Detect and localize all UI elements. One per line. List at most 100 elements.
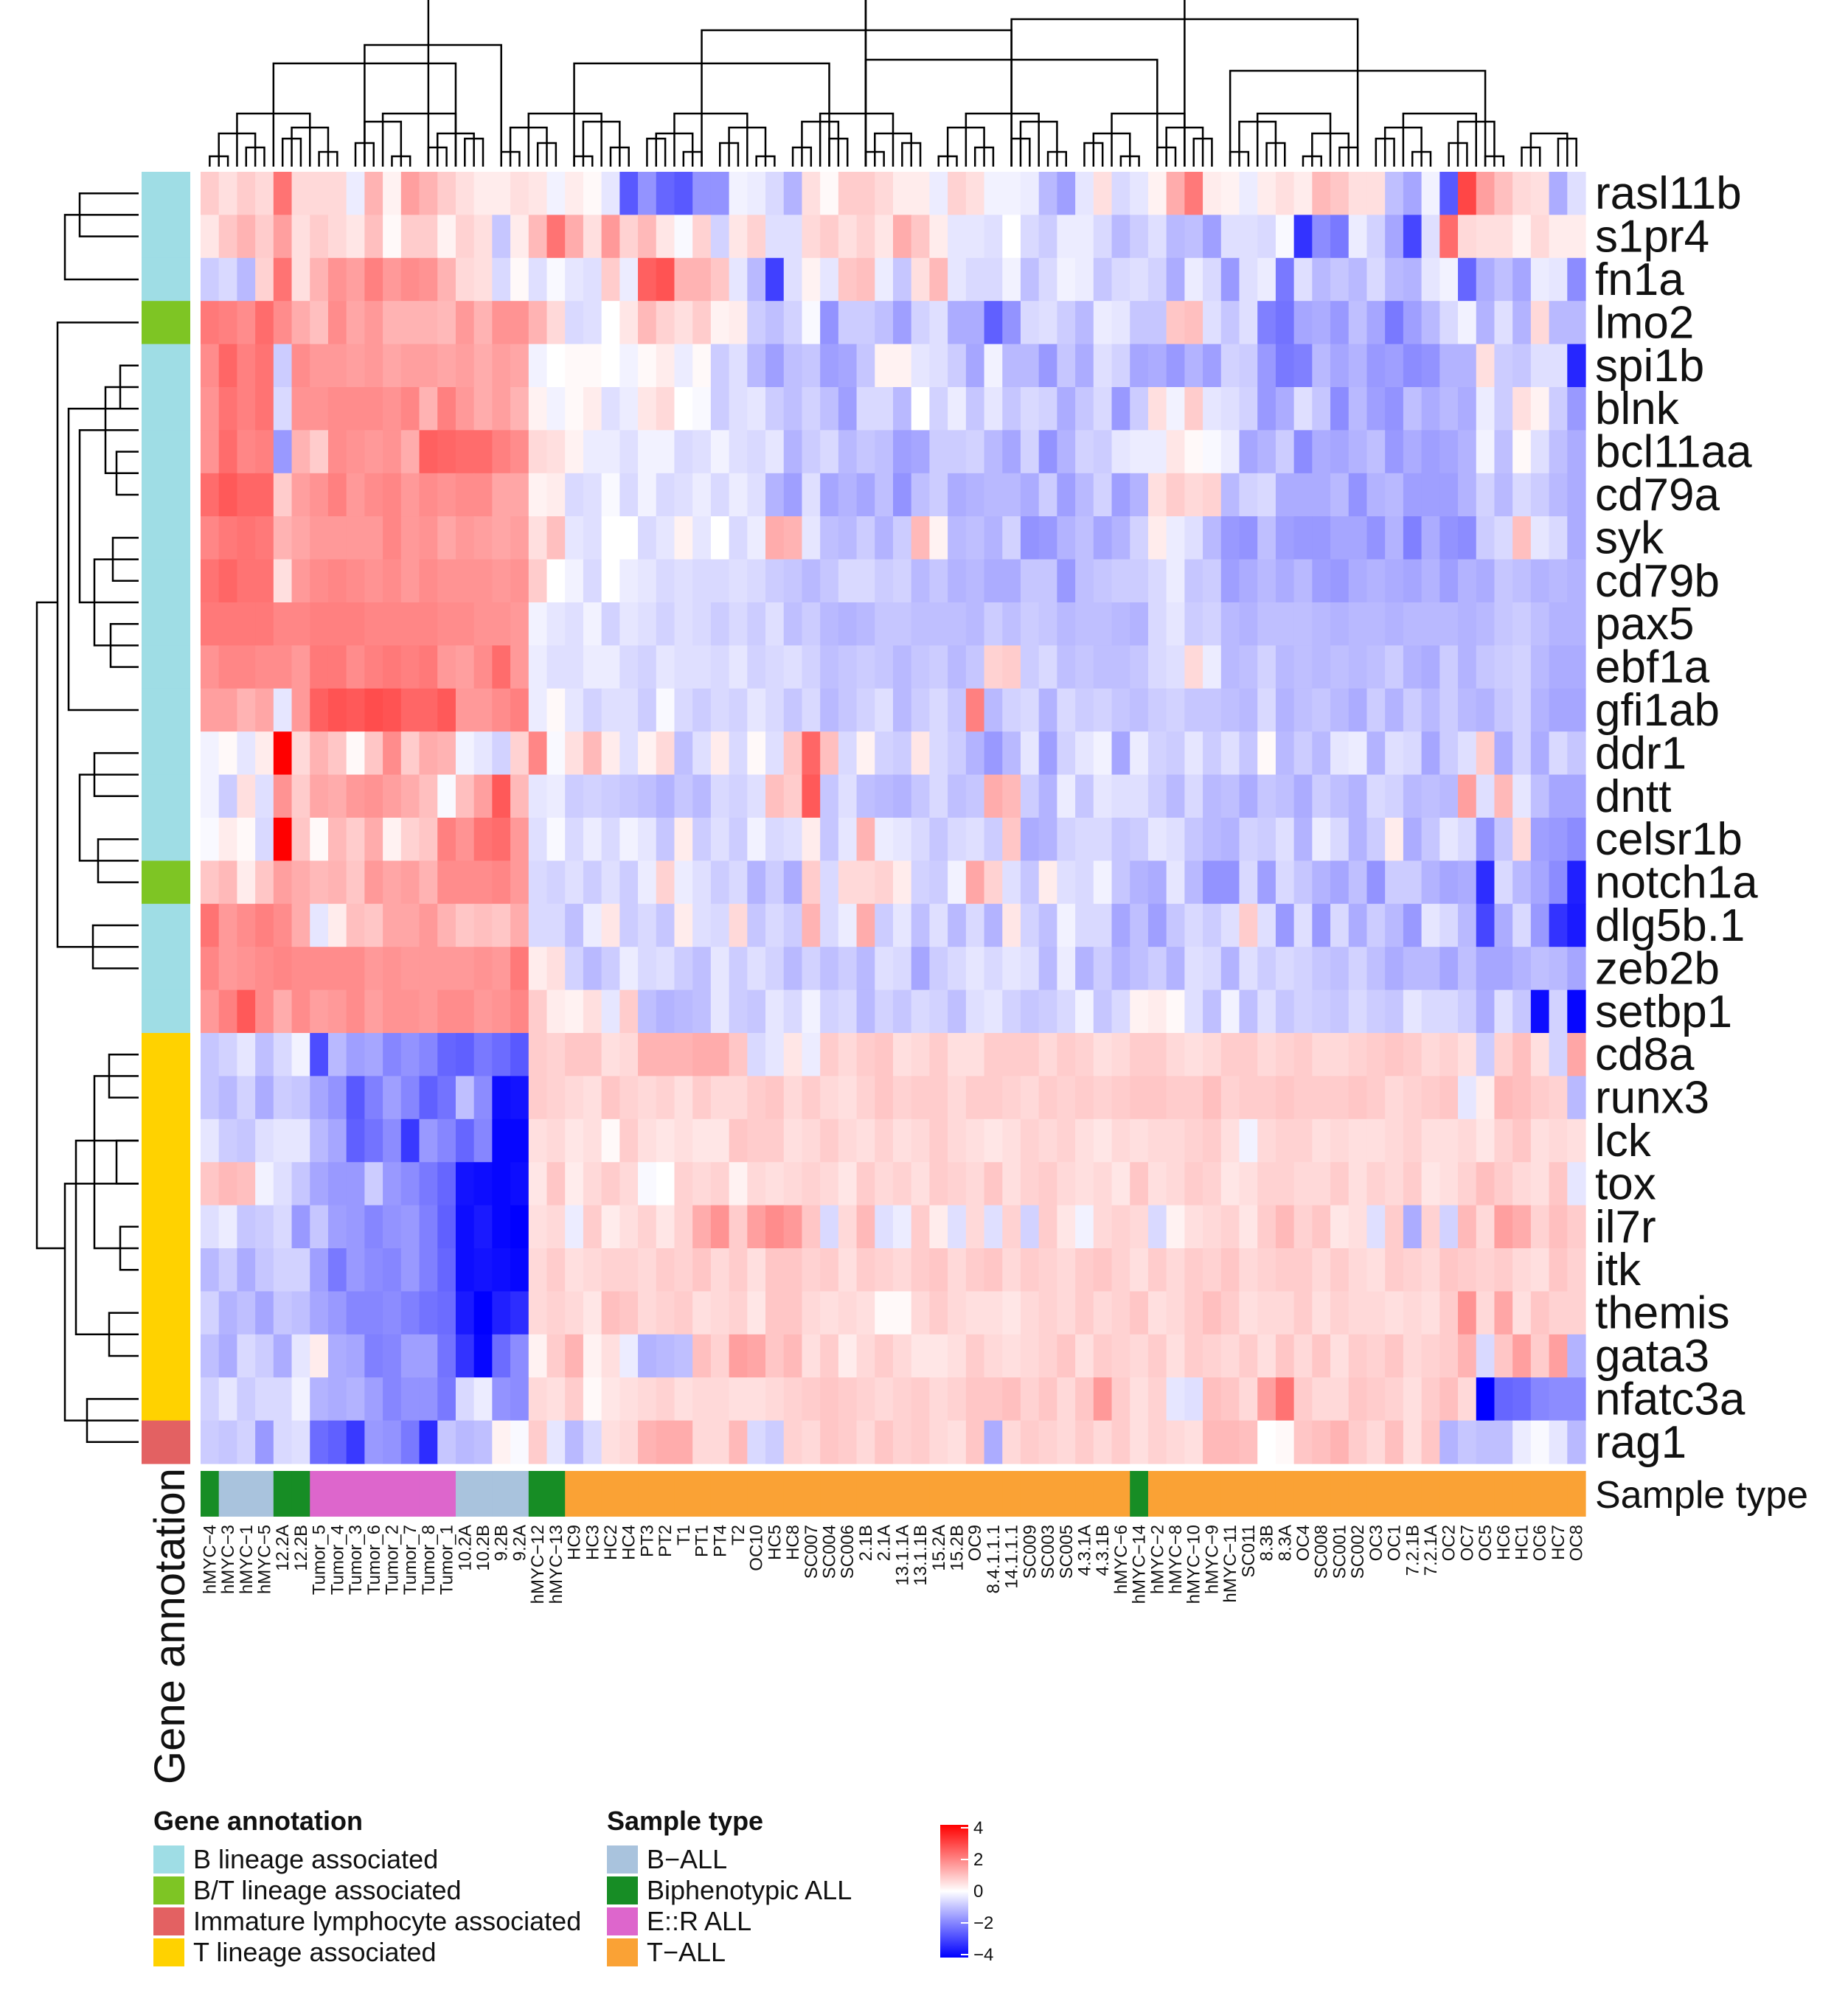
heatmap-cell bbox=[400, 172, 420, 215]
heatmap-cell bbox=[1312, 387, 1331, 431]
heatmap-cell bbox=[273, 1076, 293, 1120]
heatmap-cell bbox=[237, 559, 256, 603]
heatmap-cell bbox=[1567, 430, 1586, 474]
heatmap-cell bbox=[255, 1377, 274, 1422]
heatmap-cell bbox=[1093, 947, 1113, 991]
heatmap-cell bbox=[1147, 903, 1167, 947]
heatmap-cell bbox=[1220, 1205, 1240, 1249]
heatmap-cell bbox=[1220, 1033, 1240, 1076]
heatmap-cell bbox=[638, 215, 657, 259]
heatmap-cell bbox=[364, 1248, 383, 1292]
heatmap-cell bbox=[1275, 688, 1295, 732]
heatmap-cell bbox=[984, 860, 1003, 905]
heatmap-cell bbox=[1549, 473, 1568, 517]
heatmap-cell bbox=[893, 559, 912, 603]
heatmap-cell bbox=[1476, 1377, 1496, 1422]
heatmap-cell bbox=[528, 1076, 548, 1120]
heatmap-cell bbox=[327, 688, 347, 732]
heatmap-cell bbox=[1239, 1420, 1258, 1464]
sample-type-cell bbox=[383, 1471, 402, 1517]
legend-swatch bbox=[607, 1907, 638, 1935]
heatmap-cell bbox=[1147, 172, 1167, 215]
heatmap-cell bbox=[1203, 1118, 1222, 1163]
heatmap-cell bbox=[1385, 818, 1404, 861]
heatmap-cell bbox=[820, 860, 839, 905]
heatmap-cell bbox=[1275, 731, 1295, 776]
gene-label: cd8a bbox=[1595, 1029, 1695, 1080]
heatmap-cell bbox=[364, 774, 383, 818]
heatmap-cell bbox=[1075, 731, 1094, 776]
heatmap-cell bbox=[1421, 602, 1440, 646]
heatmap-cell bbox=[473, 387, 493, 431]
heatmap-cell bbox=[601, 1420, 620, 1464]
heatmap-cell bbox=[1093, 1205, 1113, 1249]
heatmap-cell bbox=[327, 430, 347, 474]
heatmap-cell bbox=[346, 731, 365, 776]
heatmap-cell bbox=[1476, 215, 1496, 259]
heatmap-cell bbox=[820, 818, 839, 861]
heatmap-cell bbox=[1147, 430, 1167, 474]
heatmap-cell bbox=[237, 818, 256, 861]
heatmap-cell bbox=[1184, 430, 1203, 474]
heatmap-cell bbox=[546, 1033, 566, 1076]
sample-type-cell bbox=[237, 1471, 256, 1517]
heatmap-cell bbox=[1111, 1377, 1130, 1422]
heatmap-cell bbox=[1421, 1377, 1440, 1422]
row-dendrogram bbox=[35, 192, 139, 1444]
heatmap-cell bbox=[1366, 989, 1386, 1034]
heatmap-cell bbox=[1020, 1248, 1040, 1292]
heatmap-cell bbox=[1203, 1334, 1222, 1378]
heatmap-cell bbox=[638, 516, 657, 560]
heatmap-cell bbox=[510, 1118, 529, 1163]
heatmap-cell bbox=[1458, 473, 1477, 517]
heatmap-cell bbox=[546, 860, 566, 905]
heatmap-cell bbox=[674, 947, 693, 991]
heatmap-cell bbox=[218, 257, 238, 302]
heatmap-cell bbox=[1312, 1118, 1331, 1163]
heatmap-cell bbox=[1220, 774, 1240, 818]
heatmap-cell bbox=[346, 818, 365, 861]
heatmap-cell bbox=[1275, 989, 1295, 1034]
heatmap-cell bbox=[1403, 1118, 1423, 1163]
heatmap-cell bbox=[437, 559, 456, 603]
heatmap-cell bbox=[327, 559, 347, 603]
heatmap-cell bbox=[1293, 602, 1313, 646]
heatmap-cell bbox=[1220, 172, 1240, 215]
heatmap-cell bbox=[729, 344, 748, 388]
heatmap-cell bbox=[419, 731, 438, 776]
heatmap-cell bbox=[674, 172, 693, 215]
heatmap-cell bbox=[455, 257, 475, 302]
heatmap-cell bbox=[583, 602, 602, 646]
heatmap-cell bbox=[1348, 473, 1368, 517]
heatmap-cell bbox=[218, 1377, 238, 1422]
gene-label: themis bbox=[1595, 1288, 1730, 1339]
heatmap-cell bbox=[565, 1420, 584, 1464]
sample-label: HC5 bbox=[765, 1525, 785, 1560]
heatmap-cell bbox=[929, 1076, 948, 1120]
heatmap-cell bbox=[400, 1248, 420, 1292]
heatmap-cell bbox=[310, 645, 329, 689]
heatmap-cell bbox=[1293, 473, 1313, 517]
heatmap-cell bbox=[638, 344, 657, 388]
heatmap-cell bbox=[1312, 301, 1331, 345]
heatmap-cell bbox=[802, 1076, 821, 1120]
heatmap-cell bbox=[1257, 1076, 1276, 1120]
heatmap-cell bbox=[346, 860, 365, 905]
heatmap-cell bbox=[656, 1248, 675, 1292]
heatmap-cell bbox=[273, 344, 293, 388]
heatmap-cell bbox=[802, 688, 821, 732]
heatmap-cell bbox=[583, 301, 602, 345]
heatmap-cell bbox=[1057, 860, 1076, 905]
heatmap-cell bbox=[583, 1033, 602, 1076]
heatmap-cell bbox=[1293, 818, 1313, 861]
heatmap-cell bbox=[1166, 1291, 1185, 1335]
heatmap-cell bbox=[1512, 344, 1532, 388]
heatmap-cell bbox=[1312, 1033, 1331, 1076]
heatmap-cell bbox=[619, 1076, 639, 1120]
heatmap-cell bbox=[965, 947, 985, 991]
sample-label: 9.2A bbox=[510, 1525, 529, 1561]
heatmap-cell bbox=[528, 947, 548, 991]
heatmap-cell bbox=[984, 731, 1003, 776]
heatmap-cell bbox=[310, 473, 329, 517]
heatmap-cell bbox=[765, 1076, 785, 1120]
